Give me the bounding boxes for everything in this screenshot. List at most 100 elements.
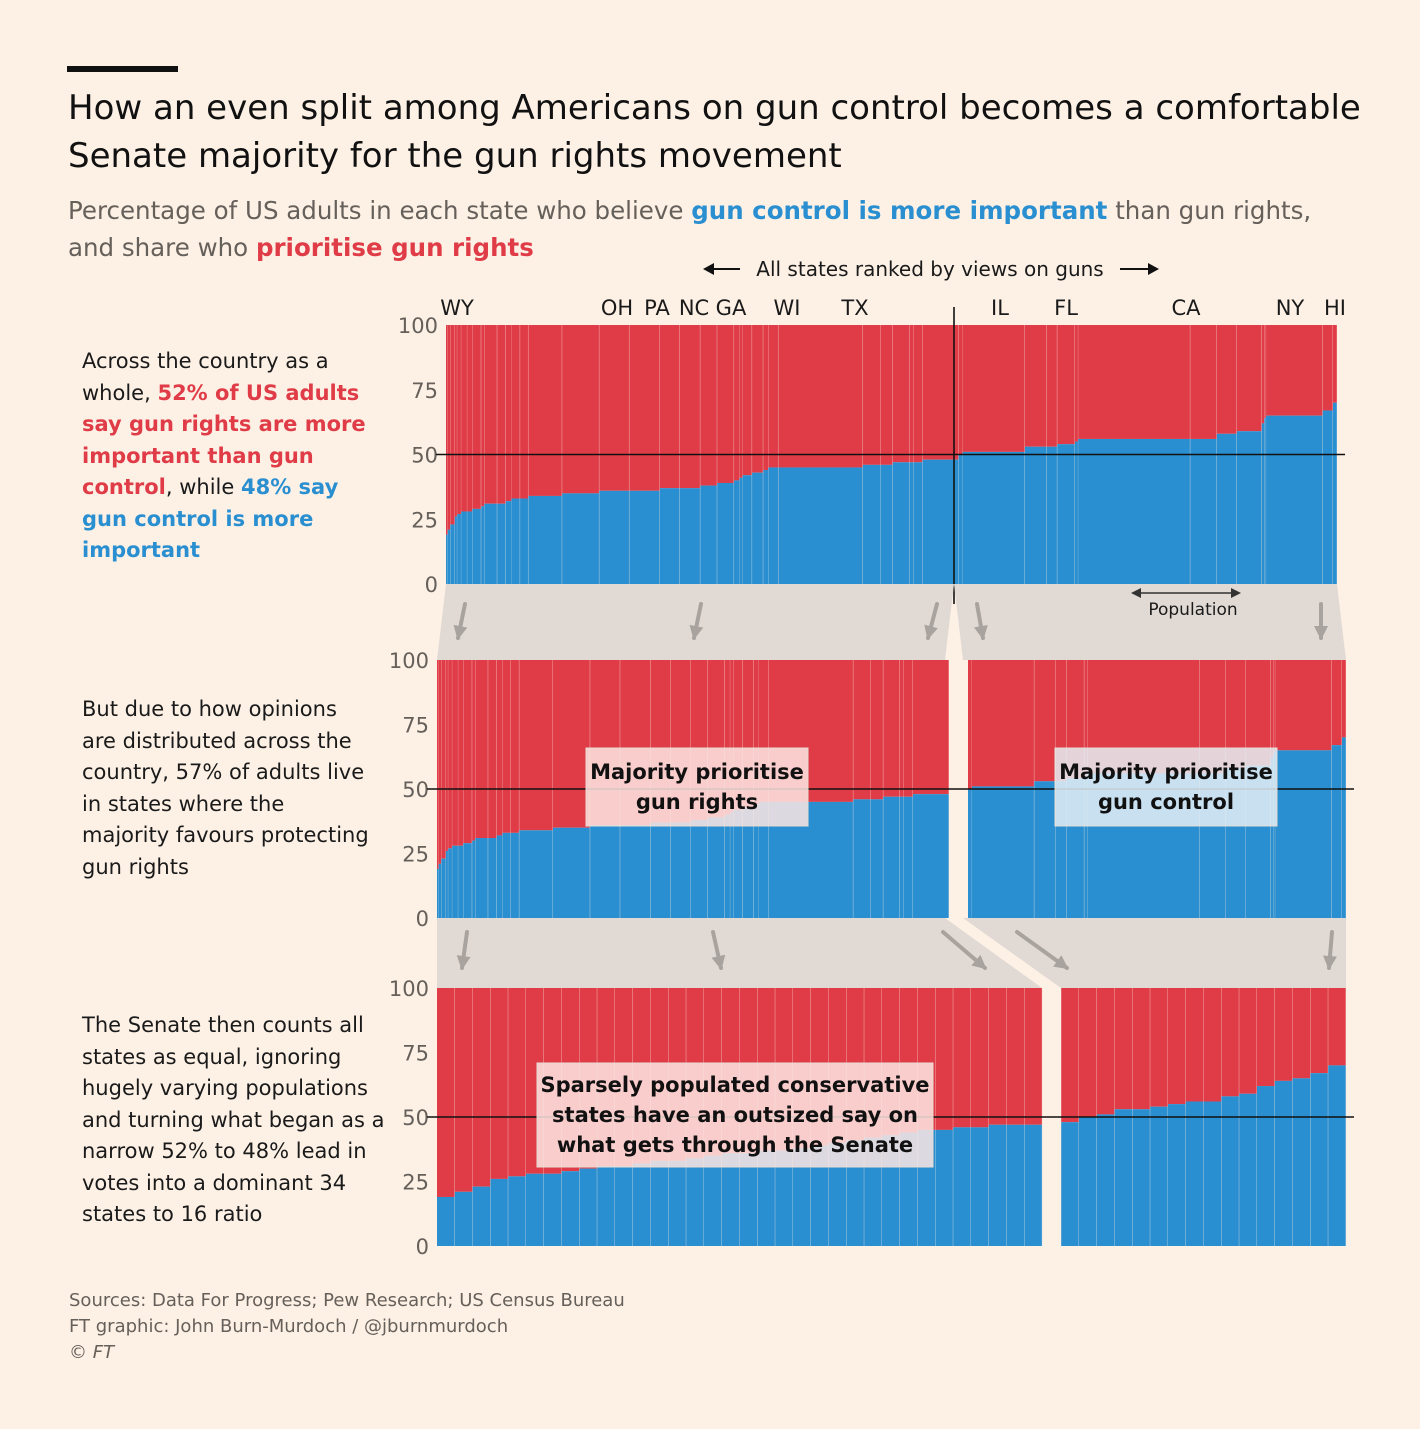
bar-gun-rights bbox=[971, 988, 989, 1128]
bar-gun-rights bbox=[1132, 988, 1151, 1110]
bar-gun-rights bbox=[730, 660, 734, 813]
y-tick-label: 25 bbox=[411, 508, 438, 532]
bar-gun-rights bbox=[1096, 988, 1115, 1115]
bar-gun-rights bbox=[472, 325, 482, 509]
bar-gun-rights bbox=[511, 660, 520, 833]
bar-gun-control bbox=[1292, 1078, 1311, 1246]
bar-gun-rights bbox=[463, 660, 473, 844]
state-label-nc: NC bbox=[679, 296, 709, 320]
bar-gun-rights bbox=[502, 660, 511, 833]
bar-gun-rights bbox=[1190, 325, 1217, 439]
bar-gun-control bbox=[511, 498, 521, 584]
bar-gun-control bbox=[454, 1191, 473, 1246]
bar-gun-rights bbox=[871, 660, 884, 800]
bar-gun-rights bbox=[922, 325, 959, 460]
bar-gun-rights bbox=[1257, 988, 1275, 1087]
bar-gun-rights bbox=[1266, 325, 1323, 416]
bar-gun-control bbox=[520, 498, 529, 584]
state-label-fl: FL bbox=[1054, 296, 1078, 320]
panel1-description: Across the country as a whole, 52% of US… bbox=[82, 346, 382, 567]
bar-gun-control bbox=[441, 858, 446, 918]
subtitle-mid: than gun rights, bbox=[1107, 196, 1312, 225]
bar-gun-rights bbox=[445, 660, 449, 851]
bar-gun-control bbox=[742, 475, 753, 584]
bar-gun-control bbox=[1114, 1109, 1133, 1246]
bar-gun-rights bbox=[1270, 660, 1274, 759]
bar-gun-control bbox=[484, 503, 498, 584]
annotation-senate-text: states have an outsized say on bbox=[552, 1103, 918, 1127]
bar-gun-control bbox=[953, 1127, 971, 1246]
state-label-wy: WY bbox=[440, 296, 474, 320]
bar-gun-rights bbox=[1079, 988, 1097, 1117]
bar-gun-control bbox=[753, 804, 759, 918]
flow-arrow-head bbox=[1314, 626, 1328, 640]
bar-gun-control bbox=[883, 796, 900, 918]
bar-gun-control bbox=[1057, 444, 1075, 584]
bar-gun-control bbox=[1190, 438, 1217, 584]
y-tick-label: 100 bbox=[389, 977, 429, 1001]
bar-gun-rights bbox=[511, 325, 521, 499]
bar-gun-control bbox=[1150, 1106, 1168, 1246]
bar-gun-control bbox=[775, 1150, 793, 1246]
connector-band-right-1 bbox=[954, 584, 1346, 660]
y-tick-label: 50 bbox=[402, 1106, 429, 1130]
bar-gun-control bbox=[1257, 1086, 1275, 1246]
bar-gun-rights bbox=[599, 325, 630, 491]
state-label-pa: PA bbox=[644, 296, 670, 320]
flow-arrow-head bbox=[971, 954, 987, 970]
bar-gun-control bbox=[972, 786, 1035, 918]
bar-gun-control bbox=[579, 1168, 598, 1246]
flow-arrow-head bbox=[456, 955, 471, 970]
bar-gun-control bbox=[447, 529, 451, 584]
bar-gun-rights bbox=[1168, 988, 1186, 1105]
bar-gun-rights bbox=[892, 325, 910, 463]
chart-title: How an even split among Americans on gun… bbox=[68, 88, 1361, 176]
bar-gun-control bbox=[629, 490, 660, 584]
bar-gun-rights bbox=[1292, 988, 1311, 1079]
bar-gun-rights bbox=[778, 325, 863, 468]
bar-gun-rights bbox=[909, 325, 914, 463]
panel3-description: The Senate then counts all states as equ… bbox=[82, 1013, 385, 1226]
bar-gun-rights bbox=[528, 325, 563, 496]
bar-gun-rights bbox=[988, 988, 1007, 1125]
bar-gun-control bbox=[488, 838, 497, 918]
bar-gun-rights bbox=[450, 325, 455, 525]
footer-copyright: © FT bbox=[69, 1342, 115, 1363]
bar-gun-control bbox=[935, 1129, 954, 1246]
bar-gun-rights bbox=[913, 325, 923, 463]
bar-gun-control bbox=[590, 825, 621, 918]
bar-gun-rights bbox=[454, 988, 473, 1192]
bar-gun-control bbox=[632, 1163, 651, 1246]
flow-arrow-head bbox=[689, 624, 704, 640]
bar-gun-rights bbox=[520, 325, 529, 499]
bar-gun-control bbox=[913, 462, 923, 584]
annotation-senate-text: Sparsely populated conservative bbox=[540, 1073, 929, 1097]
bar-gun-control bbox=[1328, 1065, 1346, 1246]
bar-gun-control bbox=[597, 1166, 615, 1246]
bar-gun-control bbox=[922, 459, 959, 584]
bar-gun-rights bbox=[1342, 660, 1346, 738]
bar-gun-control bbox=[1322, 410, 1333, 584]
bar-gun-control bbox=[1310, 1073, 1329, 1246]
y-tick-label: 75 bbox=[402, 1042, 429, 1066]
bar-gun-control bbox=[721, 1153, 740, 1246]
bar-gun-control bbox=[461, 511, 468, 584]
bar-gun-control bbox=[553, 827, 591, 918]
bar-gun-rights bbox=[437, 988, 455, 1197]
annotation-gun-control-box bbox=[1054, 747, 1278, 827]
bar-gun-rights bbox=[742, 660, 754, 808]
annotation-gun-rights-text: Majority prioritise bbox=[590, 760, 804, 784]
bar-gun-rights bbox=[1264, 325, 1267, 419]
bar-gun-control bbox=[472, 1186, 491, 1246]
flow-arrow-head bbox=[453, 624, 468, 640]
bar-gun-control bbox=[971, 1127, 989, 1246]
bar-gun-control bbox=[686, 1158, 704, 1246]
p1-lead: Across the country as a whole, bbox=[82, 349, 329, 405]
bar-gun-control bbox=[759, 801, 769, 918]
bar-gun-control bbox=[620, 825, 651, 918]
bar-gun-rights bbox=[1074, 325, 1079, 442]
bar-gun-control bbox=[519, 830, 553, 918]
bar-gun-rights bbox=[458, 660, 464, 846]
bar-gun-control bbox=[704, 1155, 722, 1246]
